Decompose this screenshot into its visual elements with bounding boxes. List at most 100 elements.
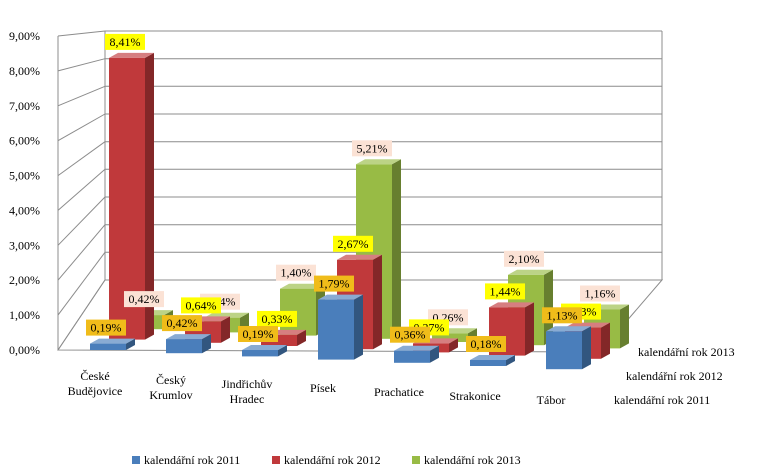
y-tick-label: 5,00%: [9, 169, 40, 183]
data-label: 1,40%: [281, 266, 312, 280]
bar-1-2: [261, 334, 297, 346]
bar-top: [489, 302, 534, 308]
data-label: 0,42%: [129, 292, 160, 306]
bar-0-5: [470, 360, 506, 366]
bar-side: [278, 345, 287, 357]
data-label-bg: [542, 307, 582, 324]
data-label: 0,19%: [243, 327, 274, 341]
legend-entry: kalendářní rok 2012: [284, 453, 381, 467]
bar-2-4: [432, 333, 468, 342]
bar-side: [373, 254, 382, 350]
bar-side: [202, 334, 211, 354]
y-tick-label: 6,00%: [9, 134, 40, 148]
y-tick-label: 7,00%: [9, 99, 40, 113]
bar-side: [582, 326, 591, 370]
x-tick-label: Hradec: [230, 392, 265, 406]
data-label-bg: [504, 250, 544, 267]
bar-top: [337, 254, 382, 260]
y-tick-label: 4,00%: [9, 203, 40, 217]
y-tick-label: 2,00%: [9, 273, 40, 287]
bar-top: [546, 326, 591, 332]
series-axis-label: kalendářní rok 2011: [614, 393, 710, 407]
bar-0-6: [546, 331, 582, 370]
x-tick-label: České: [80, 369, 109, 383]
data-label-bg: [181, 297, 221, 314]
bar-0-0: [90, 343, 126, 350]
bar-top: [508, 269, 553, 275]
data-label-bg: [314, 275, 354, 292]
bar-side: [297, 329, 306, 346]
data-label-bg: [352, 140, 392, 157]
gridline-side: [57, 141, 106, 177]
gridline-side: [57, 168, 106, 211]
bar-side: [354, 294, 363, 360]
gridline-side: [57, 58, 106, 72]
data-label-bg: [485, 283, 525, 300]
y-tick-label: 9,00%: [9, 29, 40, 43]
gridline-side: [57, 113, 106, 142]
data-label-bg: [276, 264, 316, 281]
data-label: 2,67%: [338, 237, 369, 251]
data-label: 1,79%: [319, 277, 350, 291]
x-tick-label: Jindřichův: [222, 377, 273, 391]
bar-top: [470, 355, 515, 360]
legend-swatch: [132, 456, 140, 464]
x-tick-label: Písek: [310, 381, 336, 395]
bar-top: [90, 338, 135, 344]
data-labels: 0,42%0,44%1,40%5,21%0,26%2,10%1,16%8,41%…: [86, 33, 620, 352]
data-label-bg: [466, 336, 506, 352]
data-label-bg: [124, 291, 164, 308]
data-label-bg: [86, 319, 126, 336]
x-tick-label: Český: [156, 373, 186, 387]
bar-side: [126, 338, 135, 350]
bar-top: [242, 345, 287, 350]
y-tick-label: 8,00%: [9, 64, 40, 78]
x-tick-label: Prachatice: [374, 385, 424, 399]
bar-side: [221, 316, 230, 343]
data-label: 0,36%: [395, 328, 426, 342]
bar-side: [430, 345, 439, 363]
x-tick-label: Budějovice: [68, 384, 123, 398]
legend-swatch: [272, 456, 280, 464]
gridline-side: [57, 196, 106, 246]
bar-side: [506, 355, 515, 366]
bar-side: [449, 338, 458, 353]
y-tick-label: 3,00%: [9, 238, 40, 252]
y-tick-label: 1,00%: [9, 308, 40, 322]
bar-side: [392, 159, 401, 339]
data-label: 0,18%: [471, 337, 502, 351]
data-label-bg: [333, 235, 373, 252]
data-label-bg: [257, 310, 297, 327]
bar-0-2: [242, 350, 278, 357]
y-tick-label: 0,00%: [9, 343, 40, 357]
legend-swatch: [412, 456, 420, 464]
x-tick-label: Strakonice: [449, 389, 500, 403]
gridline-side: [57, 252, 106, 316]
data-label: 1,16%: [585, 287, 616, 301]
depth-axis: kalendářní rok 2011 kalendářní rok 2012 ka…: [614, 345, 735, 407]
legend: kalendářní rok 2011 kalendářní rok 2012 ka…: [132, 453, 521, 467]
x-tick-label: Krumlov: [149, 388, 192, 402]
data-label: 1,13%: [547, 308, 578, 322]
bar-side: [145, 52, 154, 340]
legend-entry: kalendářní rok 2013: [424, 453, 521, 467]
bar-side: [601, 322, 610, 359]
data-label: 0,19%: [91, 321, 122, 335]
data-label: 2,10%: [509, 252, 540, 266]
bar-top: [394, 345, 439, 351]
data-label: 1,44%: [490, 284, 521, 298]
data-label-bg: [390, 326, 430, 343]
bar-top: [318, 294, 363, 300]
bar-side: [620, 304, 629, 349]
y-axis: 0,00% 1,00% 2,00% 3,00% 4,00% 5,00% 6,00% 7,00%…: [9, 29, 40, 357]
bar-0-3: [318, 299, 354, 360]
data-label: 5,21%: [357, 141, 388, 155]
gridline-side: [57, 85, 106, 107]
bar-top: [166, 334, 211, 340]
gridline-side: [57, 30, 106, 37]
data-label-bg: [238, 326, 278, 342]
series-axis-label: kalendářní rok 2012: [626, 369, 723, 383]
